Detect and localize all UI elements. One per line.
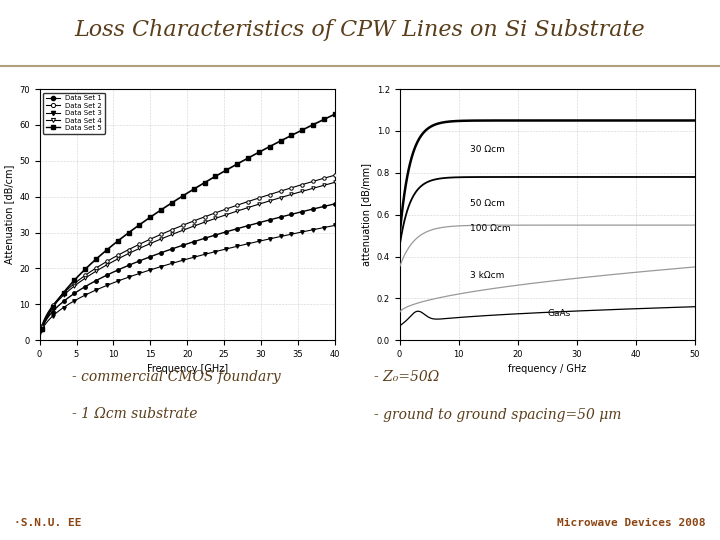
Text: - ground to ground spacing=50 μm: - ground to ground spacing=50 μm (374, 408, 622, 422)
Text: 50 Ωcm: 50 Ωcm (470, 199, 505, 208)
Text: 100 Ωcm: 100 Ωcm (470, 225, 511, 233)
X-axis label: frequency / GHz: frequency / GHz (508, 364, 586, 374)
Text: - commercial CMOS foundary: - commercial CMOS foundary (72, 370, 281, 384)
Y-axis label: attenuation [dB/mm]: attenuation [dB/mm] (361, 163, 371, 266)
X-axis label: Frequency [GHz]: Frequency [GHz] (147, 364, 228, 374)
Text: Microwave Devices 2008: Microwave Devices 2008 (557, 518, 706, 528)
Text: GaAs: GaAs (547, 309, 570, 318)
Text: - Z₀=50Ω: - Z₀=50Ω (374, 370, 440, 384)
Text: ·S.N.U. EE: ·S.N.U. EE (14, 518, 82, 528)
Text: 3 kΩcm: 3 kΩcm (470, 272, 505, 280)
Text: - 1 Ωcm substrate: - 1 Ωcm substrate (72, 408, 197, 422)
Text: Loss Characteristics of CPW Lines on Si Substrate: Loss Characteristics of CPW Lines on Si … (75, 19, 645, 42)
Y-axis label: Attenuation [dB/cm]: Attenuation [dB/cm] (4, 165, 14, 265)
Legend: Data Set 1, Data Set 2, Data Set 3, Data Set 4, Data Set 5: Data Set 1, Data Set 2, Data Set 3, Data… (43, 92, 105, 134)
Text: 30 Ωcm: 30 Ωcm (470, 145, 505, 154)
